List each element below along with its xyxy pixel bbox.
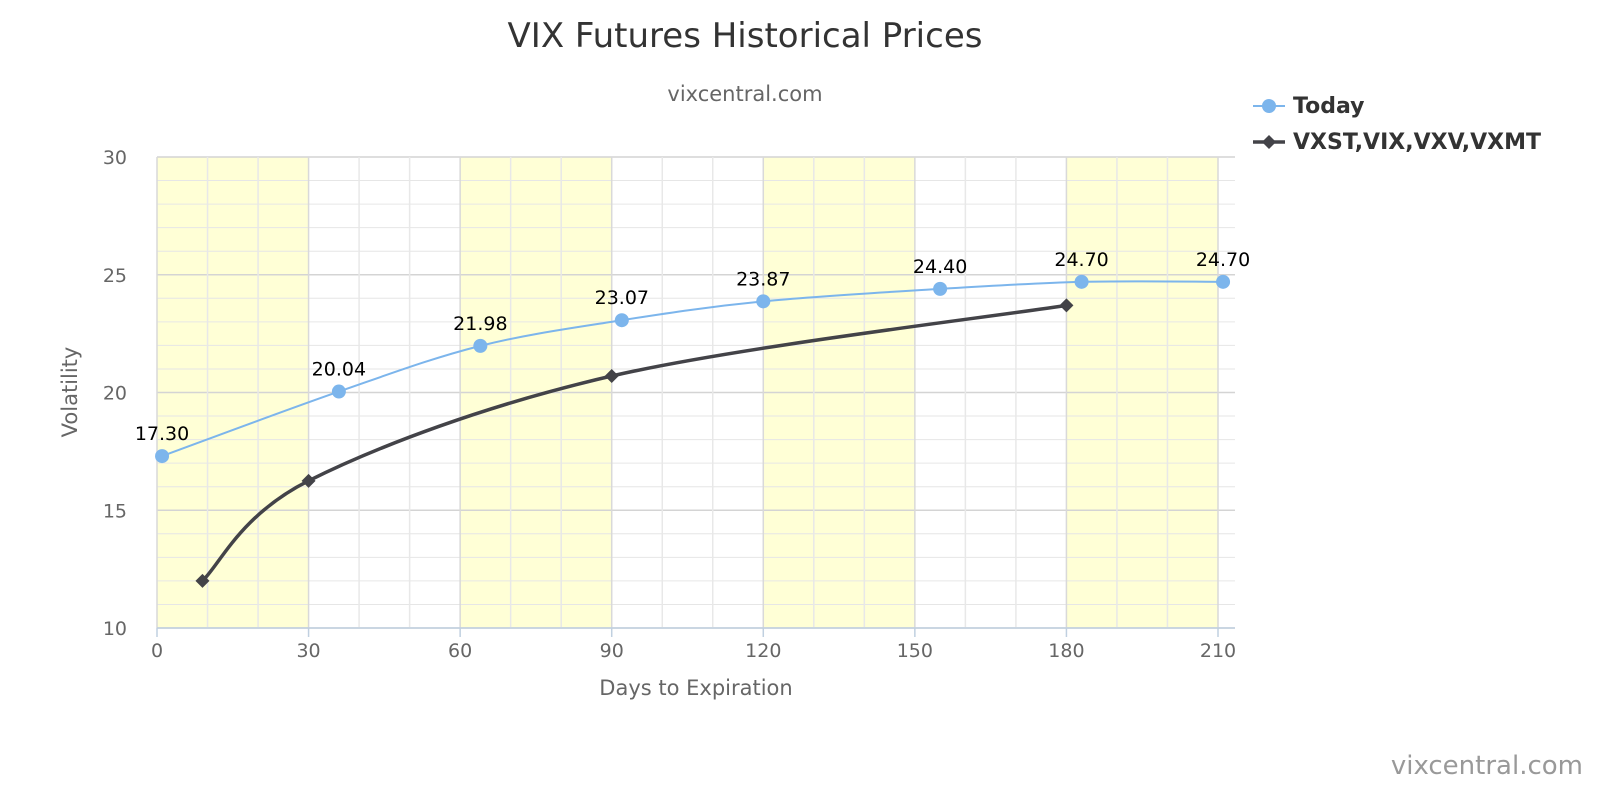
data-label: 21.98	[453, 313, 507, 335]
data-point-vxst-vix-vxv-vxmt[interactable]	[1059, 298, 1074, 313]
data-point-today[interactable]	[331, 384, 346, 399]
y-tick-label: 20	[103, 383, 127, 405]
x-tick-label: 210	[1200, 640, 1236, 662]
data-point-today[interactable]	[473, 338, 488, 353]
legend-label-today: Today	[1293, 94, 1364, 119]
x-tick-label: 90	[600, 640, 624, 662]
legend-label-vxst-vix-vxv-vxmt: VXST,VIX,VXV,VXMT	[1293, 130, 1541, 155]
y-tick-label: 15	[103, 500, 127, 522]
data-label: 23.07	[595, 287, 649, 309]
y-tick-label: 25	[103, 265, 127, 287]
data-label: 24.70	[1196, 249, 1250, 271]
data-point-today[interactable]	[1074, 274, 1089, 289]
grid-lines	[156, 156, 1235, 629]
data-point-today[interactable]	[614, 313, 629, 328]
x-tick-label: 120	[745, 640, 781, 662]
data-label: 20.04	[312, 359, 366, 381]
x-tick-label: 30	[296, 640, 320, 662]
data-point-vxst-vix-vxv-vxmt[interactable]	[604, 369, 619, 384]
series-layer	[155, 274, 1231, 588]
x-tick-label: 180	[1048, 640, 1084, 662]
series-line-vxst-vix-vxv-vxmt	[201, 303, 1067, 583]
y-tick-label: 30	[103, 147, 127, 169]
data-label: 24.70	[1054, 249, 1108, 271]
data-point-today[interactable]	[1216, 274, 1231, 289]
legend-marker-circle-icon	[1262, 99, 1276, 113]
legend-marker-diamond-icon	[1262, 135, 1276, 149]
legend-item-today[interactable]: Today	[1253, 94, 1364, 119]
y-tick-label: 10	[103, 618, 127, 640]
y-axis-title: Volatility	[58, 347, 82, 438]
data-label: 24.40	[913, 256, 967, 278]
data-point-today[interactable]	[155, 449, 170, 464]
data-label: 23.87	[736, 268, 790, 290]
legend-item-vxst-vix-vxv-vxmt[interactable]: VXST,VIX,VXV,VXMT	[1253, 130, 1541, 155]
data-point-vxst-vix-vxv-vxmt[interactable]	[301, 473, 316, 488]
x-tick-label: 60	[448, 640, 472, 662]
chart-title: VIX Futures Historical Prices	[508, 16, 983, 56]
data-point-vxst-vix-vxv-vxmt[interactable]	[195, 573, 210, 588]
chart-subtitle: vixcentral.com	[667, 82, 822, 106]
data-point-today[interactable]	[756, 294, 771, 309]
data-label: 17.30	[135, 423, 189, 445]
data-point-today[interactable]	[933, 281, 948, 296]
x-tick-label: 150	[897, 640, 933, 662]
data-labels: 17.30 20.04 21.98 23.07 23.87 24.40 24.70 24.70	[135, 249, 1250, 445]
legend: Today VXST,VIX,VXV,VXMT	[1253, 94, 1541, 155]
x-axis-title: Days to Expiration	[599, 676, 792, 700]
axes: 0 30 60 90 120 150 180 210 10 15 20 25 30	[103, 147, 1236, 662]
credit-link[interactable]: vixcentral.com	[1391, 751, 1583, 781]
x-tick-label: 0	[151, 640, 163, 662]
